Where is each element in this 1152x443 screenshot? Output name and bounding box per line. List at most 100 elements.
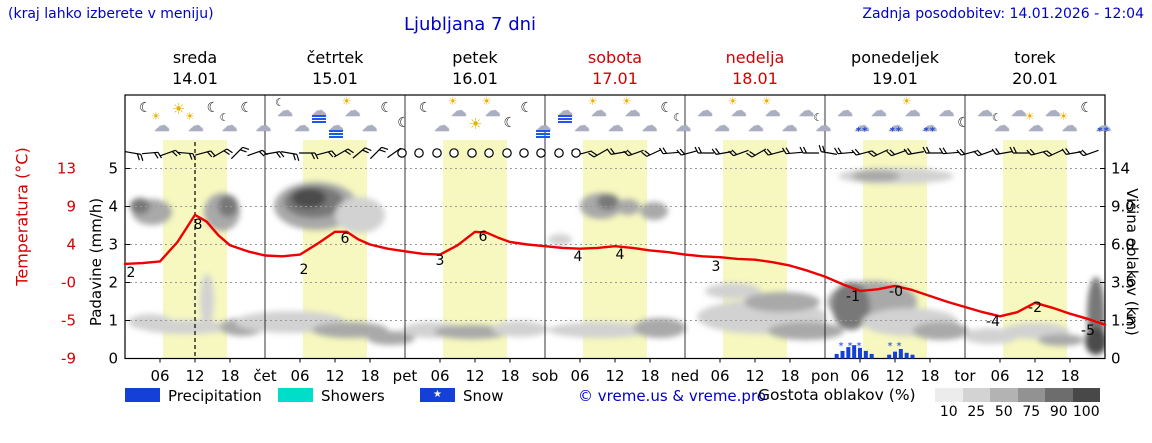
x-axis-tick-label: ned	[671, 367, 699, 385]
x-axis-tick-label: 06	[290, 367, 309, 385]
precip-bar	[910, 354, 915, 359]
cloud-density-legend-label: Gostota oblakov (%)	[758, 386, 916, 404]
cloud-blob	[218, 195, 238, 217]
wind-barb-glyph	[195, 150, 216, 158]
day-date: 17.01	[592, 69, 638, 88]
x-axis-tick-label: 18	[920, 367, 939, 385]
wind-barb-glyph	[763, 148, 784, 156]
wind-barb	[782, 147, 803, 155]
temperature-value-label: 6	[479, 229, 488, 245]
copyright-link[interactable]: © vreme.us & vreme.pro	[578, 387, 766, 405]
wind-barb-glyph	[991, 148, 1012, 155]
precip-bar	[834, 353, 839, 359]
cloud-blob	[768, 322, 844, 340]
wind-barb-glyph	[176, 151, 196, 161]
x-axis-tick-label: 12	[325, 367, 344, 385]
wind-barb-glyph	[728, 149, 749, 157]
precip-bar	[904, 352, 909, 359]
moon-icon: ☾	[660, 100, 673, 116]
temperature-value-label: -5	[1081, 323, 1095, 339]
mooncloud-icon: ☾ ☁	[813, 111, 832, 135]
calm-circle	[432, 148, 442, 158]
day-date: 16.01	[452, 69, 498, 88]
cloud-height-tick: 1.5	[1111, 312, 1135, 330]
wind-barb	[1078, 149, 1099, 157]
snow-mark: *	[839, 341, 844, 352]
suncloud-icon: ☀ ☁	[447, 95, 467, 120]
wind-barb-glyph	[230, 146, 250, 160]
day-date: 18.01	[732, 69, 778, 88]
wind-barb	[939, 147, 960, 155]
cloud-icon: ☁	[1044, 101, 1061, 120]
showers-legend-swatch	[278, 388, 313, 402]
wind-barb	[834, 147, 855, 155]
wind-barb-glyph	[799, 146, 819, 154]
density-tick-label: 10	[939, 404, 958, 420]
cloud-blob	[705, 283, 761, 299]
temperature-value-label: -1	[846, 289, 860, 305]
moon-icon: ☾	[957, 115, 970, 131]
temperature-line	[123, 213, 1107, 326]
wind-barb-glyph	[659, 147, 680, 155]
wind-barb	[956, 148, 977, 156]
wind-barb-glyph	[973, 149, 994, 157]
density-swatch	[935, 388, 963, 402]
cloud-icon: ☁	[255, 116, 272, 135]
wind-barb	[903, 148, 924, 155]
density-swatch	[990, 388, 1018, 402]
calm-circle	[571, 148, 581, 158]
suncloud-icon: ☀ ☁	[727, 95, 747, 120]
suncloud-icon: ☀ ☁	[184, 110, 204, 135]
density-swatch	[1017, 388, 1045, 402]
calm-circle	[467, 148, 477, 158]
snow-legend-swatch: ★	[420, 388, 455, 402]
x-axis-tick-label: 12	[745, 367, 764, 385]
cloud-icon: ☁	[938, 101, 955, 120]
wind-barb-glyph	[125, 151, 144, 161]
x-axis-tick-label: 18	[220, 367, 239, 385]
temperature-tick: -9	[61, 350, 76, 368]
wind-barb-glyph	[886, 149, 907, 157]
snow-star-icon: ★	[433, 389, 442, 400]
temperature-curve: 2 8 2 6 3 6 4 4 3 -1 -0 -4 -2 -5	[123, 213, 1107, 339]
day-name: torek	[1014, 48, 1056, 67]
precip-bar	[893, 351, 897, 359]
cloud-icon: ☁	[607, 116, 624, 135]
cloud-icon: ☁	[641, 116, 658, 135]
temperature-value-label: 6	[341, 231, 350, 247]
cloud-height-tick: 9.0	[1111, 198, 1135, 216]
precip-bar	[858, 347, 862, 359]
temperature-tick: -5	[61, 312, 76, 330]
wind-barb	[352, 147, 372, 159]
day-name: sobota	[587, 48, 643, 67]
wind-barb	[799, 146, 819, 154]
wind-barb	[281, 151, 300, 161]
calm-circle	[397, 148, 407, 158]
x-axis-tick-label: pon	[811, 367, 839, 385]
precipitation-legend-label: Precipitation	[168, 387, 262, 405]
wind-barb-glyph	[1009, 146, 1029, 154]
snow-mark: *	[848, 341, 853, 352]
cloud-icon: ☁	[293, 116, 310, 135]
wind-barb	[247, 149, 268, 157]
calm-circle	[414, 148, 424, 158]
cloud-blob	[200, 274, 214, 326]
precipitation-tick: 5	[108, 160, 118, 178]
wind-barb-glyph	[922, 146, 942, 154]
x-axis-tick-label: 18	[640, 367, 659, 385]
calm-circle	[484, 148, 494, 158]
suncloud-icon: ☀ ☁	[761, 95, 781, 120]
cloud-icon: ☁	[781, 116, 798, 135]
suncloud-icon: ☀ ☁	[481, 95, 501, 120]
wind-barb-glyph	[676, 148, 697, 156]
x-axis-tick-label: 12	[605, 367, 624, 385]
wind-barb	[818, 145, 837, 155]
wind-barb	[1026, 148, 1047, 156]
wind-barb	[195, 150, 216, 158]
wind-barb	[763, 148, 784, 156]
density-swatch	[1072, 388, 1100, 402]
moon-icon: ☾	[240, 100, 253, 116]
snow-mark: *	[897, 341, 902, 352]
